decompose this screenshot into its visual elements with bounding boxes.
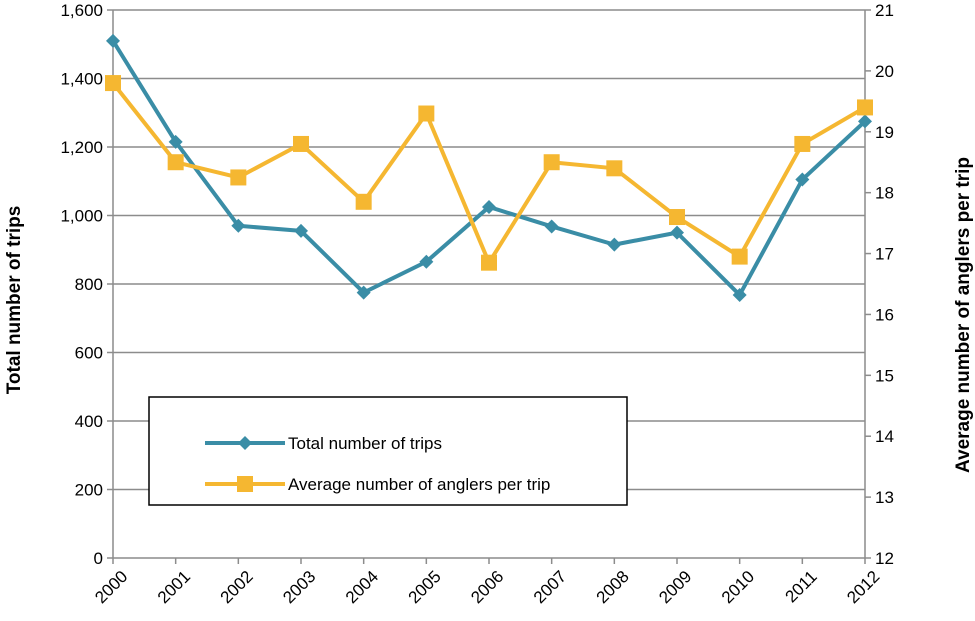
left-tick-label: 1,000 [60,207,103,226]
left-tick-label: 1,600 [60,1,103,20]
left-tick-label: 1,200 [60,138,103,157]
data-point [355,193,372,210]
x-axis-ticks: 2000 2001 2002 2003 2004 2005 2006 2007 2008 2009… [91,558,883,607]
legend-swatch-marker [237,476,253,492]
data-point [795,172,810,187]
data-point [231,218,246,233]
x-tick-label: 2011 [781,567,820,606]
x-tick-label: 2005 [405,567,445,607]
data-point [167,154,184,171]
x-tick-label: 2012 [843,567,883,607]
data-point [168,134,183,149]
legend-swatch-marker [238,436,252,450]
data-point [669,209,685,226]
x-tick-label: 2009 [655,567,695,607]
left-axis-title: Total number of trips [4,206,25,395]
data-point [732,287,747,302]
right-axis-ticks: 12 13 14 15 16 17 18 19 20 21 [865,1,894,568]
left-tick-label: 800 [75,275,103,294]
right-axis-title: Average number of anglers per trip [953,157,974,473]
data-point [293,135,309,152]
left-tick-label: 400 [75,412,103,431]
data-point [731,248,748,265]
data-point [858,114,872,129]
data-point [543,154,560,171]
right-tick-label: 19 [875,123,894,142]
left-tick-label: 0 [94,549,103,568]
data-point [481,254,497,271]
legend-box [148,396,628,506]
data-point [418,105,435,122]
x-tick-label: 2010 [718,567,758,607]
data-point [670,225,684,240]
data-point [105,75,121,92]
right-tick-label: 18 [875,184,894,203]
data-point [106,33,120,48]
data-point [607,237,622,252]
data-point [294,223,308,238]
right-tick-label: 16 [875,305,894,324]
x-tick-label: 2000 [91,567,131,607]
x-tick-label: 2007 [530,567,570,607]
x-tick-label: 2006 [467,567,507,607]
legend: Total number of trips Average number of a… [148,396,628,506]
series-2 [105,75,873,271]
data-point [230,169,247,186]
x-tick-label: 2004 [342,567,382,607]
right-tick-label: 17 [875,245,894,264]
left-axis-ticks: 0 200 400 600 800 1,000 1,200 1,400 1,600 [60,1,113,568]
legend-label: Total number of trips [288,434,442,453]
data-point [544,219,559,234]
data-point [794,135,811,152]
data-point [857,99,873,116]
right-tick-label: 20 [875,62,894,81]
data-point [356,285,371,300]
right-tick-label: 13 [875,488,894,507]
right-tick-label: 12 [875,549,894,568]
x-tick-label: 2008 [593,567,633,607]
left-tick-label: 200 [75,481,103,500]
data-point [482,199,496,214]
x-tick-label: 2003 [279,567,319,607]
legend-label: Average number of anglers per trip [288,475,550,494]
data-point [606,160,623,177]
right-tick-label: 15 [875,366,894,385]
series-layer [105,33,873,302]
right-tick-label: 21 [875,1,894,20]
left-tick-label: 1,400 [60,70,103,89]
series-line [111,81,867,265]
right-tick-label: 14 [875,427,894,446]
x-tick-label: 2002 [217,567,257,607]
x-tick-label: 2001 [154,567,194,607]
series-1 [106,33,872,302]
data-point [419,254,434,269]
left-tick-label: 600 [75,344,103,363]
